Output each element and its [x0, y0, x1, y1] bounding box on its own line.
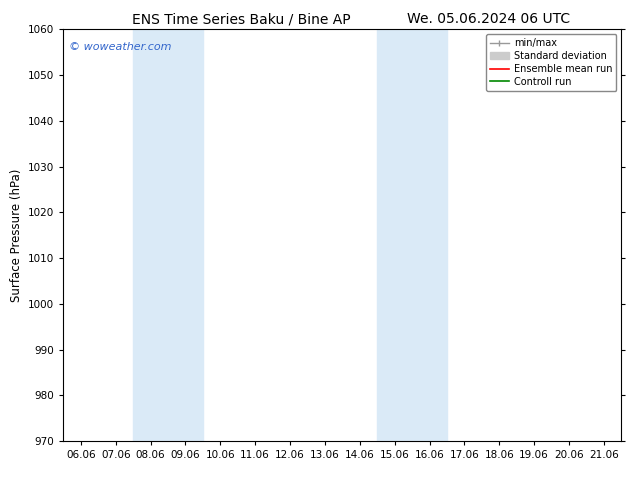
Y-axis label: Surface Pressure (hPa): Surface Pressure (hPa)	[10, 169, 23, 302]
Legend: min/max, Standard deviation, Ensemble mean run, Controll run: min/max, Standard deviation, Ensemble me…	[486, 34, 616, 91]
Bar	[133, 29, 203, 441]
Text: We. 05.06.2024 06 UTC: We. 05.06.2024 06 UTC	[406, 12, 570, 26]
Text: ENS Time Series Baku / Bine AP: ENS Time Series Baku / Bine AP	[132, 12, 350, 26]
Bar	[377, 29, 447, 441]
Text: © woweather.com: © woweather.com	[69, 42, 171, 52]
